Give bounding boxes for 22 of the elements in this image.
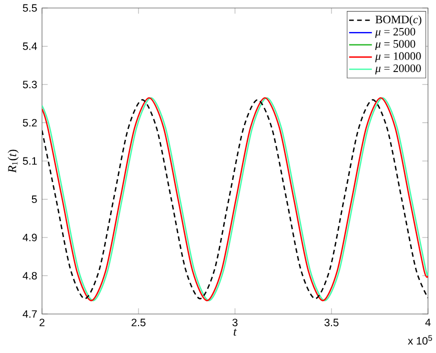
y-tick-label: 5.4: [22, 42, 37, 50]
y-tick-label: 4.8: [22, 272, 37, 280]
x-tick-label: 3.5: [324, 318, 338, 326]
y-tick-label: 4.9: [22, 234, 37, 242]
x-axis-title: t: [234, 328, 237, 336]
x-tick-label: 4: [425, 318, 431, 326]
y-axis-title: R$_{1}$(t): [8, 150, 19, 173]
legend-label: BOMD(c): [376, 15, 422, 26]
x-tick-label: 2: [40, 318, 44, 326]
legend-label: μ = 5000: [375, 40, 416, 50]
legend-label: μ = 10000: [375, 52, 421, 62]
legend-label: μ = 2500: [375, 28, 416, 38]
text: x 10$^{5}$: [408, 335, 432, 345]
y-tick-label: 4.7: [22, 310, 37, 318]
x-tick-label: 2.5: [132, 318, 146, 326]
y-tick-label: 5.3: [22, 80, 37, 88]
x-tick-label: 3: [232, 318, 238, 326]
y-tick-label: 5.2: [22, 118, 37, 127]
y-tick-label: 5: [32, 196, 37, 203]
legend-label: μ = 20000: [375, 64, 421, 74]
y-tick-label: 5.1: [22, 157, 37, 165]
y-tick-label: 5.5: [22, 4, 37, 12]
